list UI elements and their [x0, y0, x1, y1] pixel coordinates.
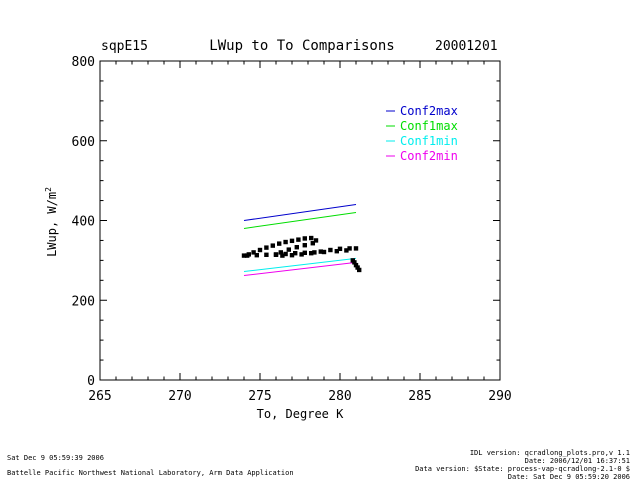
footer-right-idl: IDL version: qcradlong_plots.pro,v 1.1 — [469, 449, 630, 457]
observation-point — [278, 250, 283, 255]
observation-point — [264, 245, 269, 250]
observation-point — [321, 249, 327, 255]
observation-point — [309, 235, 314, 241]
observation-point — [334, 249, 339, 254]
x-tick-label: 285 — [408, 389, 431, 404]
observation-point — [352, 260, 357, 265]
observation-point — [264, 252, 269, 257]
observation-point — [251, 250, 256, 255]
x-tick-label: 275 — [248, 389, 271, 404]
observation-point — [344, 248, 349, 253]
series-line-conf2max — [243, 204, 357, 221]
date-label: 20001201 — [435, 39, 498, 54]
footer-left-timestamp: Sat Dec 9 05:59:39 2006 — [7, 454, 104, 462]
observation-point — [310, 241, 315, 246]
footer-left-org: Battelle Pacific Northwest National Labo… — [7, 469, 294, 477]
observation-point — [337, 246, 343, 252]
legend-label-conf1min: Conf1min — [400, 134, 458, 148]
observation-point — [309, 250, 314, 256]
observation-point — [280, 253, 285, 258]
observation-point — [294, 245, 299, 250]
observation-point — [270, 243, 275, 248]
observation-point — [313, 238, 319, 243]
observation-point — [312, 250, 317, 255]
y-axis-label-sup: 2 — [44, 187, 53, 192]
legend-label-conf2min: Conf2min — [400, 149, 458, 163]
legend-label-conf2max: Conf2max — [400, 104, 458, 118]
y-tick-label: 200 — [72, 294, 95, 309]
x-tick-label: 280 — [328, 389, 351, 404]
observation-point — [273, 252, 279, 257]
y-tick-label: 600 — [72, 135, 95, 150]
observation-point — [355, 265, 360, 270]
y-axis-label: LWup, W/m2 — [44, 187, 59, 257]
footer-right-date: Date: 2006/12/01 16:37:51 — [524, 457, 630, 465]
footer-right-data-version: Data version: $State: process-vap-qcradl… — [415, 465, 630, 473]
observation-point — [293, 250, 298, 256]
observation-point — [257, 247, 263, 253]
footer-right-date2: Date: Sat Dec 9 05:59:20 2006 — [507, 473, 630, 481]
observation-point — [296, 237, 301, 242]
observations-layer — [241, 235, 362, 273]
observation-point — [318, 249, 323, 254]
observation-point — [283, 239, 288, 245]
y-tick-label: 800 — [72, 55, 95, 70]
observation-point — [299, 252, 304, 257]
observation-point — [302, 250, 307, 255]
observation-point — [302, 243, 307, 248]
observation-point — [302, 236, 307, 241]
observation-point — [245, 253, 250, 258]
observation-point — [328, 247, 333, 253]
site-label: sqpE15 — [101, 39, 148, 54]
axes: 265 270 275 280 285 290 0 200 400 600 800 — [72, 55, 512, 404]
y-tick-label: 0 — [87, 374, 95, 389]
observation-point — [283, 251, 288, 257]
x-axis-label: To, Degree K — [257, 407, 344, 421]
observation-point — [254, 252, 259, 258]
observation-point — [347, 246, 352, 251]
series-layer — [243, 204, 357, 277]
legend-label-conf1max: Conf1max — [400, 119, 458, 133]
chart-title: LWup to To Comparisons — [209, 38, 394, 54]
series-line-conf1min — [243, 257, 357, 273]
x-tick-label: 270 — [168, 389, 191, 404]
x-tick-label: 265 — [88, 389, 111, 404]
y-axis-label-base: LWup, W/m — [45, 192, 59, 257]
y-tick-label: 400 — [72, 215, 95, 230]
observation-point — [357, 267, 362, 273]
observation-point — [289, 252, 295, 258]
observation-point — [353, 262, 359, 268]
x-tick-label: 290 — [488, 389, 511, 404]
observation-point — [286, 247, 291, 252]
series-line-conf2min — [243, 261, 357, 277]
observation-point — [277, 241, 282, 246]
observation-point — [241, 253, 247, 258]
series-line-conf1max — [243, 212, 357, 229]
observation-point — [353, 246, 359, 251]
observation-point — [289, 238, 295, 244]
